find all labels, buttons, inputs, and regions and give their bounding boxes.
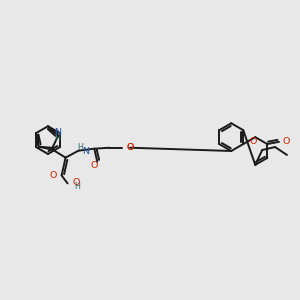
Text: O: O [250, 136, 257, 146]
Text: O: O [126, 143, 134, 152]
Text: H: H [77, 143, 83, 152]
Text: N: N [54, 128, 61, 136]
Text: O: O [91, 161, 98, 170]
Text: H: H [54, 134, 60, 143]
Text: O: O [283, 137, 290, 146]
Text: O: O [126, 143, 134, 152]
Text: O: O [73, 178, 80, 187]
Text: O: O [49, 171, 57, 180]
Text: H: H [74, 182, 80, 191]
Text: N: N [82, 147, 89, 156]
